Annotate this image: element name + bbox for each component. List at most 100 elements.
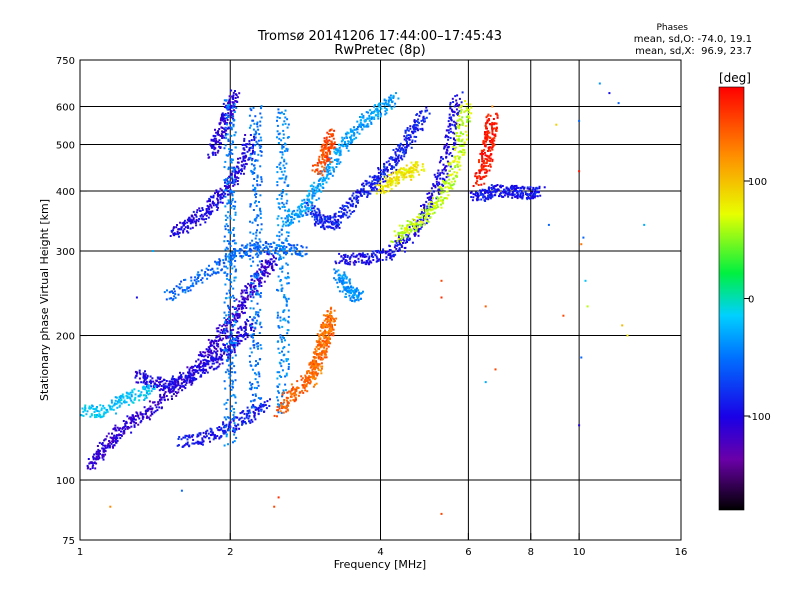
echo-point — [176, 384, 179, 387]
echo-point — [191, 284, 194, 287]
echo-point — [159, 398, 161, 401]
echo-point — [174, 383, 177, 386]
echo-point — [377, 177, 380, 180]
echo-point — [225, 178, 227, 181]
echo-point — [320, 177, 323, 180]
echo-point — [102, 450, 105, 453]
echo-point — [267, 248, 270, 251]
echo-point — [243, 155, 246, 158]
echo-point — [318, 220, 321, 223]
echo-point — [141, 413, 144, 416]
echo-point — [225, 297, 228, 300]
echo-point — [420, 220, 423, 223]
echo-point — [421, 127, 424, 130]
echo-point — [409, 134, 412, 137]
echo-point — [205, 210, 208, 212]
echo-point — [256, 121, 259, 124]
echo-point — [250, 139, 253, 142]
echo-point — [285, 224, 287, 227]
echo-point — [249, 334, 252, 337]
echo-point — [212, 433, 215, 436]
echo-point — [357, 294, 360, 297]
echo-point — [259, 321, 262, 324]
echo-point — [357, 126, 359, 128]
echo-point — [188, 444, 191, 447]
echo-point — [228, 291, 231, 294]
echo-point — [229, 108, 231, 111]
echo-point — [204, 271, 207, 273]
echo-point — [233, 254, 236, 257]
echo-point — [148, 407, 150, 410]
echo-point — [395, 92, 397, 95]
echo-point — [391, 158, 394, 161]
echo-point — [301, 246, 304, 249]
echo-point — [143, 406, 146, 409]
echo-point — [221, 137, 224, 139]
echo-point — [227, 364, 230, 367]
echo-point — [400, 239, 403, 242]
echo-point — [182, 222, 185, 225]
echo-point — [232, 287, 235, 290]
echo-point — [244, 421, 246, 423]
echo-point — [279, 319, 282, 322]
echo-point — [245, 254, 248, 256]
echo-point — [378, 102, 381, 105]
echo-point — [313, 209, 316, 212]
echo-point — [314, 352, 317, 355]
echo-point — [276, 130, 279, 133]
echo-point — [460, 101, 463, 104]
echo-point — [244, 297, 247, 300]
echo-point — [319, 214, 322, 217]
echo-point — [130, 416, 133, 419]
echo-point — [258, 251, 261, 254]
echo-point — [193, 376, 196, 379]
echo-point — [333, 142, 336, 145]
echo-point — [444, 186, 447, 189]
echo-point — [260, 277, 263, 280]
echo-point — [285, 175, 288, 178]
echo-point — [369, 192, 372, 195]
echo-point — [305, 252, 308, 255]
echo-point — [133, 424, 136, 427]
echo-point — [345, 135, 348, 138]
echo-point — [233, 394, 236, 397]
echo-point — [415, 229, 417, 232]
echo-point — [219, 337, 222, 340]
echo-point — [394, 152, 397, 155]
echo-point — [254, 247, 257, 250]
echo-point — [278, 132, 281, 135]
echo-point — [224, 144, 227, 147]
echo-point — [241, 249, 244, 252]
echo-point — [254, 196, 257, 199]
echo-point — [273, 260, 276, 263]
echo-point — [322, 325, 325, 328]
echo-point — [235, 428, 238, 431]
echo-point — [390, 165, 393, 168]
echo-point — [466, 108, 469, 111]
echo-point — [238, 418, 241, 421]
echo-point — [253, 243, 256, 245]
echo-point — [326, 174, 329, 177]
echo-point — [130, 422, 133, 425]
echo-point — [338, 223, 340, 226]
echo-point — [315, 168, 318, 171]
echo-point — [257, 139, 260, 142]
echo-point — [404, 152, 407, 154]
echo-point — [432, 183, 435, 186]
echo-point — [349, 130, 352, 133]
echo-point — [232, 428, 235, 431]
echo-point — [181, 385, 184, 388]
echo-point — [124, 424, 127, 427]
echo-point — [249, 220, 251, 223]
echo-point — [412, 223, 415, 226]
echo-point — [284, 122, 287, 125]
echo-point — [227, 168, 230, 171]
echo-point — [301, 210, 303, 213]
echo-point — [381, 251, 384, 254]
echo-point — [132, 417, 135, 420]
echo-point — [195, 360, 198, 363]
echo-point — [163, 396, 166, 398]
echo-point — [169, 389, 171, 392]
echo-point — [171, 375, 174, 378]
echo-point — [294, 389, 297, 392]
